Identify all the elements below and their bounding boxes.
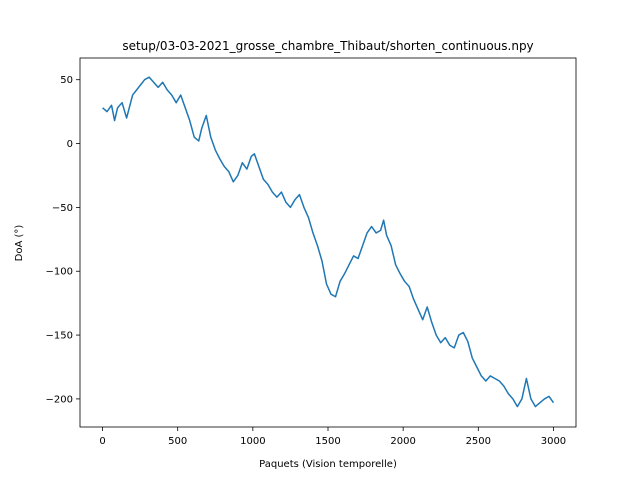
x-tick-label: 3000 [541,436,566,447]
y-axis: 50 0 −50 −100 −150 −200 [46,75,80,405]
plot-background [80,58,576,427]
x-tick-label: 2500 [466,436,491,447]
y-tick-label: −200 [46,394,73,405]
y-tick-label: −50 [52,203,73,214]
x-axis-label: Paquets (Vision temporelle) [259,459,397,470]
x-tick-label: 0 [99,436,105,447]
x-axis: 0 500 1000 1500 2000 2500 3000 [99,427,566,447]
y-tick-label: −100 [46,267,73,278]
y-axis-label: DoA (°) [14,225,25,262]
y-tick-label: 50 [60,75,73,86]
x-tick-label: 2000 [390,436,415,447]
series-line [102,76,555,408]
plot-area [79,57,577,428]
y-tick-label: −150 [46,331,73,342]
chart-title: setup/03-03-2021_grosse_chambre_Thibaut/… [122,39,533,53]
x-tick-label: 500 [168,436,187,447]
x-tick-label: 1500 [315,436,340,447]
y-tick-label: 0 [67,139,73,150]
x-tick-label: 1000 [240,436,265,447]
